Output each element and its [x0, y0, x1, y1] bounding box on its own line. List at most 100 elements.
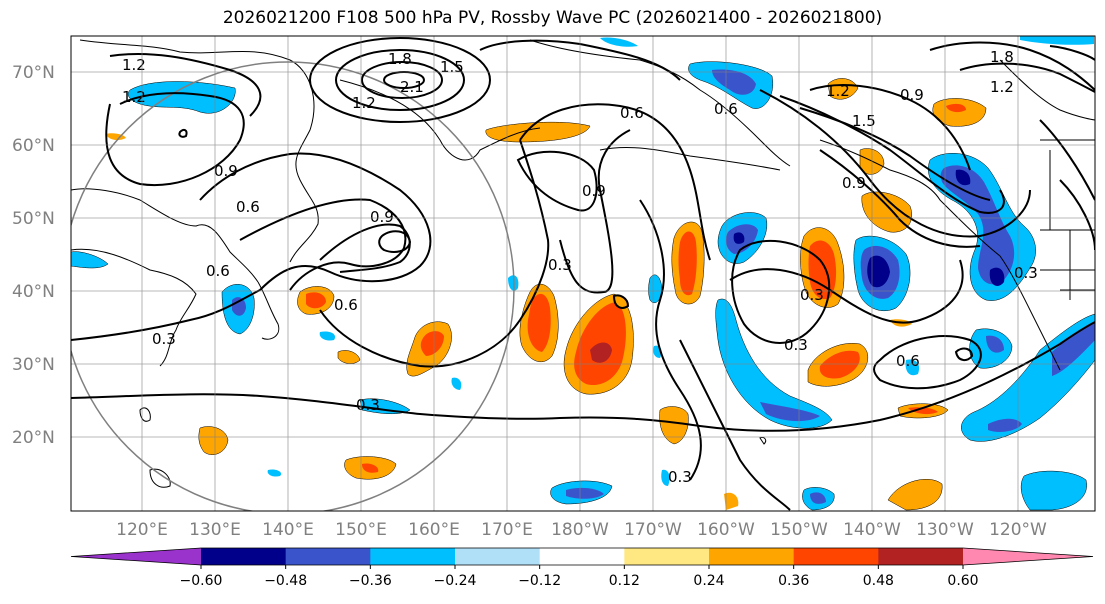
contour-label: 0.9 — [214, 162, 238, 180]
lon-label: 150°W — [770, 520, 828, 540]
anomaly-blob-negative — [1020, 36, 1094, 45]
colorbar-segment — [455, 548, 541, 565]
contour-label: 1.8 — [990, 48, 1014, 66]
plot-title: 2026021200 F108 500 hPa PV, Rossby Wave … — [222, 8, 883, 28]
colorbar-segment — [878, 548, 964, 565]
colorbar-segment — [963, 548, 1093, 565]
colorbar-segment — [370, 548, 456, 565]
colorbar-segments — [70, 547, 1094, 566]
lon-label: 130°W — [916, 520, 974, 540]
anomaly-blob-negative — [688, 61, 774, 109]
contour-labels: 1.2 1.2 1.8 2.1 1.5 1.2 0.9 0.6 0.9 0.9 … — [122, 48, 1038, 486]
gridlines — [71, 36, 1095, 511]
colorbar-segment — [793, 548, 879, 565]
anomaly-blob-positive — [724, 492, 739, 510]
colorbar-tick-label: 0.12 — [609, 573, 640, 589]
lon-label: 120°E — [116, 520, 168, 540]
anomaly-blob-positive — [827, 78, 859, 100]
anomaly-blob-positive — [897, 403, 949, 419]
anomaly-blob-negative — [267, 469, 282, 477]
contour-label: 0.6 — [206, 262, 230, 280]
lon-label: 140°W — [843, 520, 901, 540]
lat-label: 20°N — [12, 428, 55, 448]
lat-label: 30°N — [12, 355, 55, 375]
contour-label: 0.3 — [784, 336, 808, 354]
colorbar-segment — [624, 548, 710, 565]
contour-label: 0.9 — [370, 208, 394, 226]
colorbar-tick-label: −0.36 — [349, 573, 392, 589]
contour-label: 0.3 — [356, 396, 380, 414]
lon-label: 170°E — [481, 520, 533, 540]
contour-label: 0.9 — [842, 174, 866, 192]
lat-label: 60°N — [12, 136, 55, 156]
anomaly-blob-negative — [928, 153, 1036, 301]
contour-label: 2.1 — [400, 78, 424, 96]
anomaly-blob-negative — [1020, 470, 1087, 511]
anomaly-blob-negative — [961, 313, 1095, 442]
colorbar-tick-label: 0.48 — [863, 573, 894, 589]
lon-label: 180°W — [551, 520, 609, 540]
anomaly-blob-negative — [717, 212, 768, 264]
anomaly-blob-negative — [853, 235, 911, 312]
colorbar-tick-label: 0.60 — [947, 573, 978, 589]
lat-label: 40°N — [12, 282, 55, 302]
anomaly-blob-positive — [344, 456, 397, 480]
anomaly-blob-negative — [715, 298, 833, 429]
anomaly-blob-positive — [887, 479, 943, 511]
anomaly-blob-positive — [337, 350, 361, 364]
colorbar-tick-label: −0.48 — [264, 573, 307, 589]
anomaly-blob-negative — [451, 377, 462, 390]
contour-label: 0.6 — [334, 296, 358, 314]
pv-contours — [71, 37, 1095, 511]
colorbar-segment — [709, 548, 795, 565]
lon-label: 120°W — [989, 520, 1047, 540]
anomaly-blob-positive — [297, 286, 335, 315]
anomaly-blob-negative — [648, 274, 663, 303]
anomaly-blob-positive — [659, 406, 689, 445]
contour-label: 1.2 — [352, 94, 376, 112]
anomaly-blob-negative — [319, 331, 336, 341]
anomaly-blob-positive — [485, 121, 591, 143]
lon-label: 170°W — [624, 520, 682, 540]
longitude-labels: 120°E 130°E 140°E 150°E 160°E 170°E 180°… — [116, 520, 1047, 540]
colorbar-tick-label: −0.24 — [434, 573, 477, 589]
anomaly-blob-positive — [800, 227, 845, 308]
anomaly-blob-positive — [612, 294, 630, 309]
colorbar-tick-label: −0.12 — [518, 573, 561, 589]
lon-label: 130°E — [189, 520, 241, 540]
colorbar-tick-label: 0.36 — [778, 573, 809, 589]
anomaly-blob-positive — [807, 343, 869, 387]
contour-label: 0.6 — [236, 198, 260, 216]
contour-label: 1.2 — [990, 78, 1014, 96]
contour-label: 1.2 — [122, 56, 146, 74]
contour-label: 1.5 — [440, 58, 464, 76]
latitude-labels: 70°N 60°N 50°N 40°N 30°N 20°N — [12, 63, 55, 448]
anomaly-blob-negative — [71, 251, 109, 269]
contour-label: 1.8 — [388, 50, 412, 68]
anomaly-blob-negative — [566, 487, 604, 499]
plot-frame — [70, 35, 1096, 512]
lon-label: 150°E — [335, 520, 387, 540]
colorbar-ticks: −0.60 −0.48 −0.36 −0.24 −0.12 0.12 0.24 0.36 0.4… — [180, 565, 979, 589]
lon-label: 140°E — [262, 520, 314, 540]
anomaly-blob-negative — [661, 469, 670, 486]
anomaly-blob-positive — [671, 221, 705, 305]
anomaly-blob-positive — [932, 98, 987, 127]
contour-label: 0.9 — [582, 182, 606, 200]
contour-label: 1.5 — [852, 112, 876, 130]
contour-label: 1.2 — [122, 88, 146, 106]
contour-label: 1.2 — [826, 82, 850, 100]
anomaly-blob-positive — [198, 426, 229, 455]
pv-shading-layer — [71, 36, 1095, 511]
anomaly-blob-negative — [600, 37, 638, 47]
contour-label: 0.6 — [620, 104, 644, 122]
contour-label: 0.3 — [668, 468, 692, 486]
lat-label: 50°N — [12, 209, 55, 229]
coastlines — [71, 39, 1095, 488]
anomaly-blob-negative — [359, 398, 411, 414]
anomaly-blob-negative — [905, 359, 920, 376]
colorbar: −0.60 −0.48 −0.36 −0.24 −0.12 0.12 0.24 0.36 0.4… — [70, 547, 1094, 589]
colorbar-segment — [539, 548, 625, 565]
contour-label: 0.3 — [1014, 264, 1038, 282]
